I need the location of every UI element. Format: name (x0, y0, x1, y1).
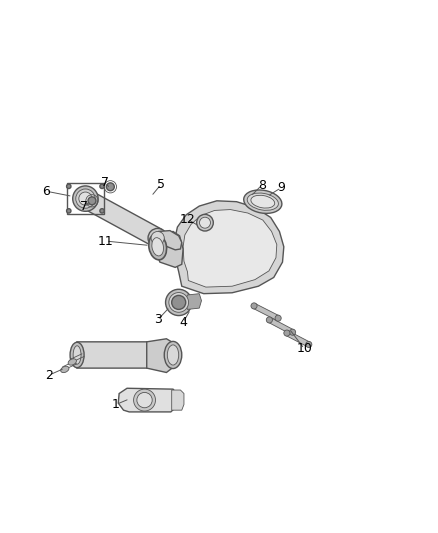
Ellipse shape (197, 214, 213, 231)
Text: 5: 5 (157, 177, 165, 191)
Polygon shape (118, 388, 179, 412)
Polygon shape (286, 331, 310, 347)
Text: 7: 7 (80, 199, 88, 213)
Ellipse shape (149, 234, 166, 260)
Ellipse shape (275, 315, 281, 321)
Ellipse shape (152, 238, 163, 256)
Ellipse shape (167, 345, 179, 365)
Ellipse shape (164, 342, 182, 368)
Ellipse shape (284, 330, 290, 336)
Text: 4: 4 (179, 316, 187, 329)
Ellipse shape (290, 329, 296, 335)
Ellipse shape (148, 229, 167, 248)
Text: 3: 3 (154, 313, 162, 326)
Text: 1: 1 (112, 398, 120, 411)
Ellipse shape (169, 293, 188, 312)
Text: 12: 12 (180, 213, 195, 225)
Circle shape (100, 209, 104, 213)
Ellipse shape (70, 342, 84, 368)
Ellipse shape (306, 342, 312, 348)
Text: 8: 8 (258, 179, 266, 191)
Text: 11: 11 (98, 235, 114, 248)
Polygon shape (81, 190, 162, 246)
Ellipse shape (73, 346, 81, 364)
Polygon shape (147, 339, 179, 373)
Ellipse shape (137, 392, 152, 408)
Ellipse shape (76, 189, 95, 208)
Circle shape (67, 209, 71, 213)
Ellipse shape (266, 317, 272, 323)
Ellipse shape (61, 366, 69, 373)
Polygon shape (253, 304, 279, 320)
Circle shape (67, 184, 71, 189)
Ellipse shape (79, 192, 92, 205)
Polygon shape (174, 201, 284, 294)
Ellipse shape (251, 195, 275, 208)
Ellipse shape (247, 193, 279, 211)
Polygon shape (185, 294, 201, 310)
Text: 2: 2 (45, 369, 53, 382)
Circle shape (172, 295, 186, 310)
Text: 9: 9 (277, 181, 285, 194)
Circle shape (100, 184, 104, 189)
Text: 6: 6 (42, 184, 50, 198)
Ellipse shape (244, 190, 282, 213)
Ellipse shape (68, 359, 76, 365)
Polygon shape (183, 209, 277, 287)
Text: 7: 7 (101, 176, 109, 189)
Ellipse shape (200, 217, 210, 228)
Polygon shape (172, 390, 184, 410)
Ellipse shape (151, 231, 164, 245)
Text: 10: 10 (297, 342, 312, 356)
Polygon shape (155, 231, 182, 250)
Polygon shape (155, 231, 183, 268)
Ellipse shape (166, 289, 192, 316)
Circle shape (88, 197, 96, 205)
Polygon shape (77, 342, 161, 368)
Ellipse shape (134, 389, 155, 411)
Polygon shape (268, 318, 294, 335)
Ellipse shape (73, 186, 98, 211)
Circle shape (106, 183, 114, 191)
Ellipse shape (251, 303, 257, 309)
